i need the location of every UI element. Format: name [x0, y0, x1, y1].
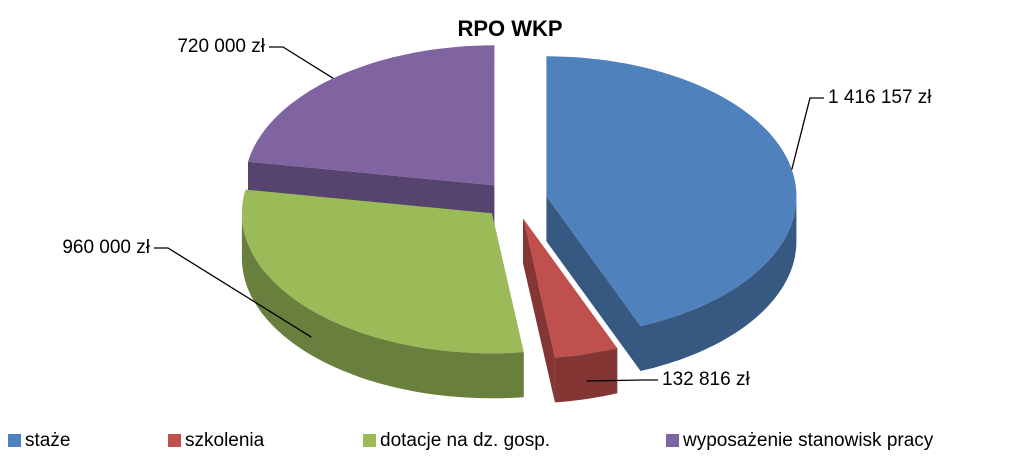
slice-side: [554, 348, 618, 403]
slice-tops: [241, 45, 797, 358]
legend-label: wyposażenie stanowisk pracy: [682, 430, 934, 451]
legend-label: szkolenia: [185, 430, 265, 451]
legend-swatch: [363, 434, 376, 447]
legend-label: dotacje na dz. gosp.: [380, 430, 550, 451]
leader-line: [586, 379, 658, 382]
slice: [546, 56, 797, 327]
slice-wall: [523, 218, 555, 403]
slice: [248, 45, 495, 186]
chart-title: RPO WKP: [457, 16, 562, 41]
leader-line: [154, 247, 312, 338]
legend-swatch: [666, 434, 679, 447]
data-label: 960 000 zł: [62, 237, 150, 258]
data-label: 1 416 157 zł: [828, 87, 932, 108]
slice-side: [640, 196, 797, 371]
legend-label: staże: [25, 430, 70, 451]
legend-swatch: [168, 434, 181, 447]
leader-line: [791, 97, 824, 170]
legend-swatch: [8, 434, 21, 447]
slice: [241, 189, 524, 354]
slice-side: [241, 213, 524, 399]
data-label: 720 000 zł: [177, 36, 265, 57]
leader-line: [269, 46, 334, 79]
slice: [523, 218, 618, 358]
data-label: 132 816 zł: [662, 369, 750, 390]
slice-wall: [546, 196, 641, 371]
